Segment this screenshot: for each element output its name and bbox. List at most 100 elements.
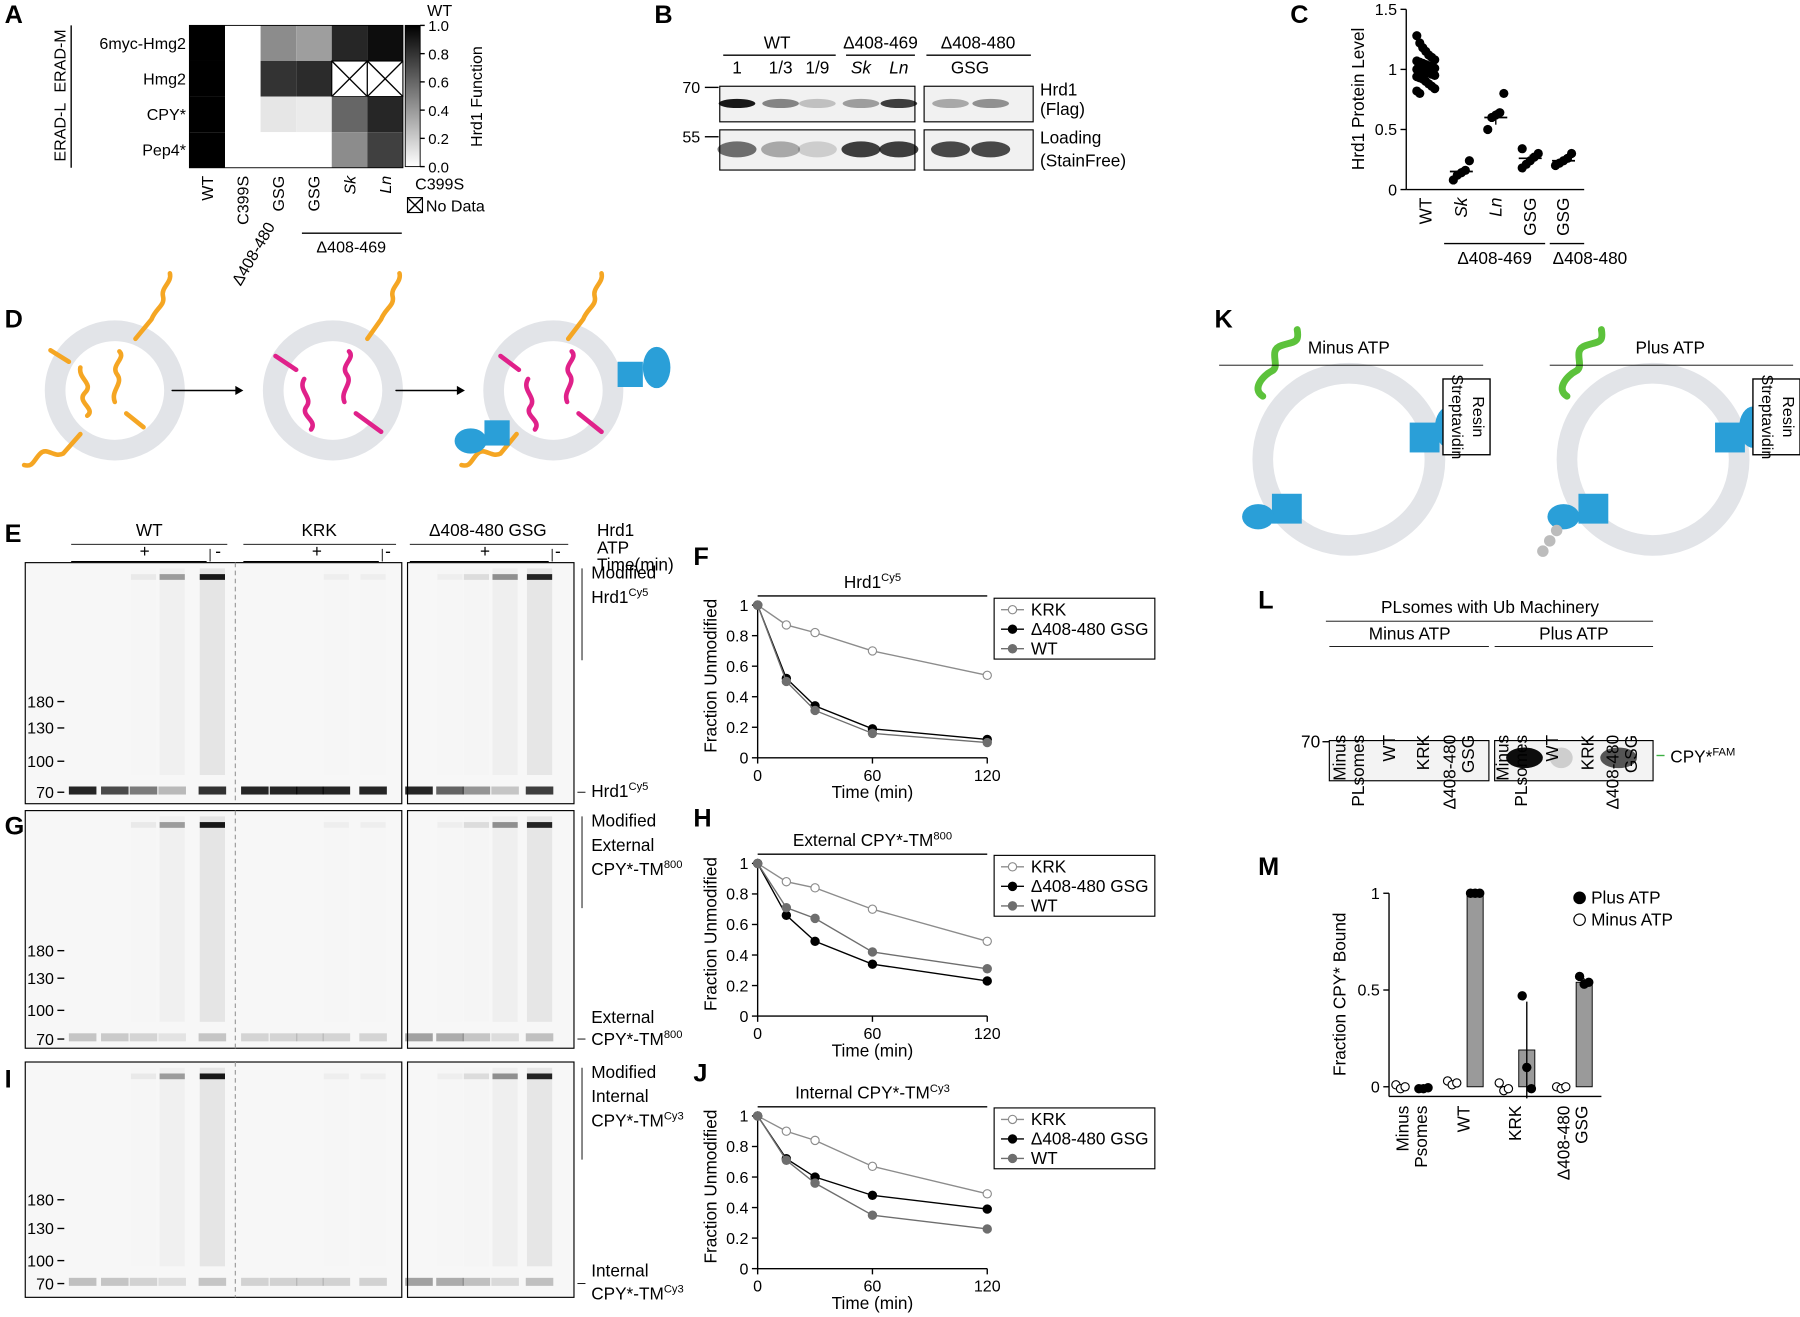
y-tick-label: 0.8 (726, 1138, 748, 1156)
panel-label: M (1258, 853, 1279, 881)
no-data-cross (331, 60, 368, 98)
band (129, 786, 158, 795)
label: 130 (27, 720, 54, 738)
colorbar-tick-label: 0.6 (428, 75, 449, 92)
data-point (1400, 1082, 1410, 1092)
label: 1/3 (769, 58, 793, 78)
x-tick-label: GSG (1520, 198, 1540, 236)
band (842, 98, 880, 109)
column-label: GSG (270, 176, 288, 212)
label: KRK (1577, 734, 1597, 770)
band (199, 574, 225, 580)
band (463, 574, 490, 580)
band (359, 1033, 387, 1042)
label: Δ408-480 (1440, 735, 1460, 810)
smear (199, 1067, 225, 1267)
band (491, 1033, 519, 1042)
panel-label: J (693, 1060, 707, 1088)
label: External (591, 835, 654, 855)
data-point (781, 676, 792, 687)
band (159, 574, 185, 580)
smear (324, 816, 349, 1021)
band (322, 1277, 351, 1286)
data-point (1483, 124, 1493, 135)
x-tick-label: Minus (1393, 1106, 1413, 1152)
label: Hrd1 (597, 520, 634, 540)
band (198, 786, 227, 795)
y-tick-label: 0.5 (1358, 982, 1380, 1000)
label: Internal (591, 1086, 648, 1106)
band (762, 98, 799, 109)
data-point (1522, 1062, 1532, 1073)
data-point (1494, 1078, 1504, 1088)
legend-label: WT (1031, 896, 1058, 916)
label: 100 (27, 753, 54, 771)
label-sup: FAM (1712, 747, 1735, 759)
colorbar (404, 24, 421, 168)
band (296, 1277, 324, 1286)
label: PLsomes (1511, 735, 1531, 807)
band (158, 786, 186, 795)
group-label: Δ408-469 (1457, 248, 1532, 268)
band (1600, 747, 1637, 769)
data-point (781, 1155, 792, 1165)
heatmap-cell (296, 132, 332, 168)
label: 70 (1301, 731, 1320, 751)
data-point (1423, 1083, 1433, 1093)
band (324, 1073, 349, 1079)
data-point (781, 877, 792, 887)
label: CPY*-TM800 (591, 1029, 682, 1049)
data-point (1526, 1083, 1537, 1094)
blot-frame (1328, 740, 1490, 782)
band (880, 98, 918, 109)
band (492, 574, 518, 580)
x-tick-label: Psomes (1411, 1106, 1431, 1168)
label-sup: Cy3 (664, 1110, 684, 1122)
data-point (867, 646, 878, 656)
x-tick-label: WT (1453, 1105, 1473, 1132)
band (797, 141, 837, 158)
data-point (1412, 31, 1422, 41)
legend-label: Δ408-480 GSG (1031, 1129, 1149, 1149)
label: Minus (1492, 735, 1512, 781)
label: 130 (27, 1220, 54, 1238)
data-point (810, 627, 820, 638)
x-tick-label: WT (1416, 197, 1436, 224)
colorbar-tick-label: 0.0 (428, 159, 449, 176)
panel-label: G (5, 813, 25, 841)
data-point (1566, 148, 1577, 159)
smear (131, 816, 156, 1021)
y-tick-label: 0.2 (726, 719, 748, 737)
data-point (1533, 148, 1543, 159)
data-point (1475, 888, 1485, 898)
legend-marker (1007, 1153, 1018, 1164)
label-text: Hrd1 (591, 781, 628, 801)
band (129, 1033, 158, 1042)
band (437, 574, 462, 580)
y-tick-label: 0 (740, 1260, 749, 1278)
legend-label: KRK (1031, 599, 1067, 619)
schematic-k (1242, 326, 1800, 557)
smear (526, 568, 553, 776)
rule (407, 197, 423, 214)
data-point (1460, 165, 1470, 175)
y-tick-label: 1 (1371, 885, 1380, 903)
label-text: Modified (591, 563, 656, 583)
label-text: Hrd1 (844, 572, 881, 592)
heatmap-cell (225, 96, 261, 133)
data-point (982, 670, 992, 681)
label: 70 (36, 1275, 54, 1293)
label: Streptavidin (1448, 374, 1466, 459)
chart-title: External CPY*-TM800 (793, 830, 952, 850)
x-axis-label: Time (min) (832, 1040, 914, 1060)
data-point (982, 964, 992, 974)
band (526, 574, 553, 580)
band (798, 98, 836, 109)
y-tick-label: 0.8 (726, 886, 748, 904)
data-point (1517, 991, 1527, 1001)
label: GSG (1458, 735, 1478, 773)
y-tick-label: 0.4 (726, 947, 748, 965)
band (129, 1277, 158, 1286)
band (463, 1073, 490, 1080)
